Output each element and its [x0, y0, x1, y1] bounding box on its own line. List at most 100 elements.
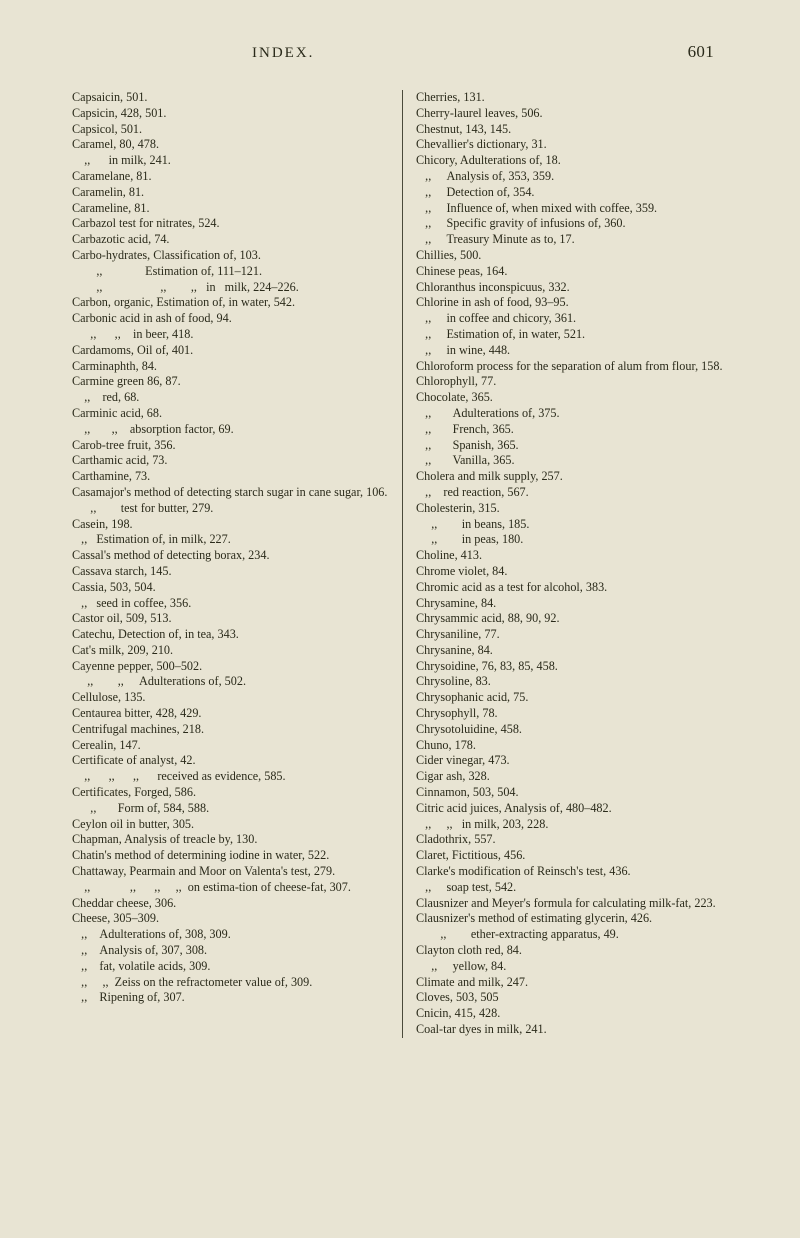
index-entry: Centrifugal machines, 218.	[72, 722, 392, 738]
index-entry: ,, ether-extracting apparatus, 49.	[416, 927, 732, 943]
index-entry: ,, ,, in milk, 203, 228.	[416, 817, 732, 833]
index-entry: Certificates, Forged, 586.	[72, 785, 392, 801]
index-entry: ,, Influence of, when mixed with coffee,…	[416, 201, 732, 217]
index-entry: ,, soap test, 542.	[416, 880, 732, 896]
index-entry: Coal-tar dyes in milk, 241.	[416, 1022, 732, 1038]
index-entry: Carameline, 81.	[72, 201, 392, 217]
index-entry: Clausnizer and Meyer's formula for calcu…	[416, 896, 732, 912]
index-entry: Carbon, organic, Estimation of, in water…	[72, 295, 392, 311]
index-entry: Cigar ash, 328.	[416, 769, 732, 785]
index-entry: Chattaway, Pearmain and Moor on Valenta'…	[72, 864, 392, 880]
index-entry: Carthamic acid, 73.	[72, 453, 392, 469]
index-entry: Cloves, 503, 505	[416, 990, 732, 1006]
index-entry: ,, in beans, 185.	[416, 517, 732, 533]
index-entry: Cheddar cheese, 306.	[72, 896, 392, 912]
index-entry: Cnicin, 415, 428.	[416, 1006, 732, 1022]
index-entry: ,, in peas, 180.	[416, 532, 732, 548]
page-number: 601	[688, 42, 714, 62]
index-entry: ,, ,, ,, in milk, 224–226.	[72, 280, 392, 296]
index-entry: Chlorophyll, 77.	[416, 374, 732, 390]
index-entry: ,, test for butter, 279.	[72, 501, 392, 517]
index-entry: Cassia, 503, 504.	[72, 580, 392, 596]
index-entry: Chromic acid as a test for alcohol, 383.	[416, 580, 732, 596]
index-entry: Cherries, 131.	[416, 90, 732, 106]
index-entry: ,, Specific gravity of infusions of, 360…	[416, 216, 732, 232]
index-entry: Castor oil, 509, 513.	[72, 611, 392, 627]
index-entry: Chuno, 178.	[416, 738, 732, 754]
index-entry: Chloranthus inconspicuus, 332.	[416, 280, 732, 296]
index-entry: Cheese, 305–309.	[72, 911, 392, 927]
index-entry: Cat's milk, 209, 210.	[72, 643, 392, 659]
index-entry: ,, Estimation of, in milk, 227.	[72, 532, 392, 548]
index-entry: ,, fat, volatile acids, 309.	[72, 959, 392, 975]
index-entry: Citric acid juices, Analysis of, 480–482…	[416, 801, 732, 817]
index-entry: Chrysoline, 83.	[416, 674, 732, 690]
index-entry: ,, Form of, 584, 588.	[72, 801, 392, 817]
index-entry: Claret, Fictitious, 456.	[416, 848, 732, 864]
index-entry: Cayenne pepper, 500–502.	[72, 659, 392, 675]
index-entry: Chrysotoluidine, 458.	[416, 722, 732, 738]
index-entry: Chrysophanic acid, 75.	[416, 690, 732, 706]
index-entry: ,, Treasury Minute as to, 17.	[416, 232, 732, 248]
index-entry: Carob-tree fruit, 356.	[72, 438, 392, 454]
index-entry: Capsicol, 501.	[72, 122, 392, 138]
index-entry: Capsaicin, 501.	[72, 90, 392, 106]
index-entry: Casein, 198.	[72, 517, 392, 533]
index-entry: Carminic acid, 68.	[72, 406, 392, 422]
index-entry: Ceylon oil in butter, 305.	[72, 817, 392, 833]
index-entry: Chrysaniline, 77.	[416, 627, 732, 643]
index-entry: ,, Detection of, 354.	[416, 185, 732, 201]
index-entry: ,, ,, absorption factor, 69.	[72, 422, 392, 438]
index-entry: ,, French, 365.	[416, 422, 732, 438]
index-entry: ,, Analysis of, 353, 359.	[416, 169, 732, 185]
index-entry: Cellulose, 135.	[72, 690, 392, 706]
index-entry: ,, in coffee and chicory, 361.	[416, 311, 732, 327]
index-entry: Cinnamon, 503, 504.	[416, 785, 732, 801]
index-entry: ,, ,, ,, received as evidence, 585.	[72, 769, 392, 785]
index-entry: Choline, 413.	[416, 548, 732, 564]
index-entry: Chevallier's dictionary, 31.	[416, 137, 732, 153]
index-entry: Carbazol test for nitrates, 524.	[72, 216, 392, 232]
index-entry: Cherry-laurel leaves, 506.	[416, 106, 732, 122]
index-entry: Cholera and milk supply, 257.	[416, 469, 732, 485]
index-entry: Carthamine, 73.	[72, 469, 392, 485]
index-entry: Chrysanine, 84.	[416, 643, 732, 659]
index-entry: ,, Ripening of, 307.	[72, 990, 392, 1006]
index-entry: Chillies, 500.	[416, 248, 732, 264]
index-entry: Chloroform process for the separation of…	[416, 359, 732, 375]
index-entry: ,, ,, ,, ,, on estima-tion of cheese-fat…	[72, 880, 392, 896]
index-entry: ,, ,, Zeiss on the refractometer value o…	[72, 975, 392, 991]
index-entry: Cholesterin, 315.	[416, 501, 732, 517]
index-entry: Carbonic acid in ash of food, 94.	[72, 311, 392, 327]
index-entry: Centaurea bitter, 428, 429.	[72, 706, 392, 722]
page-header: INDEX. 601	[72, 42, 732, 62]
index-entry: Chinese peas, 164.	[416, 264, 732, 280]
index-entry: Chlorine in ash of food, 93–95.	[416, 295, 732, 311]
index-entry: Carbo-hydrates, Classification of, 103.	[72, 248, 392, 264]
index-entry: ,, Estimation of, 111–121.	[72, 264, 392, 280]
header-title: INDEX.	[252, 45, 314, 62]
index-columns: Capsaicin, 501.Capsicin, 428, 501.Capsic…	[72, 90, 732, 1038]
index-entry: ,, ,, in beer, 418.	[72, 327, 392, 343]
index-entry: Climate and milk, 247.	[416, 975, 732, 991]
index-entry: Catechu, Detection of, in tea, 343.	[72, 627, 392, 643]
index-entry: Cider vinegar, 473.	[416, 753, 732, 769]
index-entry: Caramel, 80, 478.	[72, 137, 392, 153]
index-entry: Caramelin, 81.	[72, 185, 392, 201]
index-entry: ,, red, 68.	[72, 390, 392, 406]
index-entry: ,, in milk, 241.	[72, 153, 392, 169]
index-entry: ,, Analysis of, 307, 308.	[72, 943, 392, 959]
index-entry: Chatin's method of determining iodine in…	[72, 848, 392, 864]
index-entry: Chocolate, 365.	[416, 390, 732, 406]
index-entry: Carminaphth, 84.	[72, 359, 392, 375]
index-entry: ,, yellow, 84.	[416, 959, 732, 975]
index-entry: Cardamoms, Oil of, 401.	[72, 343, 392, 359]
index-entry: Clarke's modification of Reinsch's test,…	[416, 864, 732, 880]
index-entry: Chrysophyll, 78.	[416, 706, 732, 722]
index-entry: Casamajor's method of detecting starch s…	[72, 485, 392, 501]
index-entry: ,, seed in coffee, 356.	[72, 596, 392, 612]
index-entry: ,, Estimation of, in water, 521.	[416, 327, 732, 343]
index-entry: Cassava starch, 145.	[72, 564, 392, 580]
index-entry: Carbazotic acid, 74.	[72, 232, 392, 248]
index-entry: Chicory, Adulterations of, 18.	[416, 153, 732, 169]
